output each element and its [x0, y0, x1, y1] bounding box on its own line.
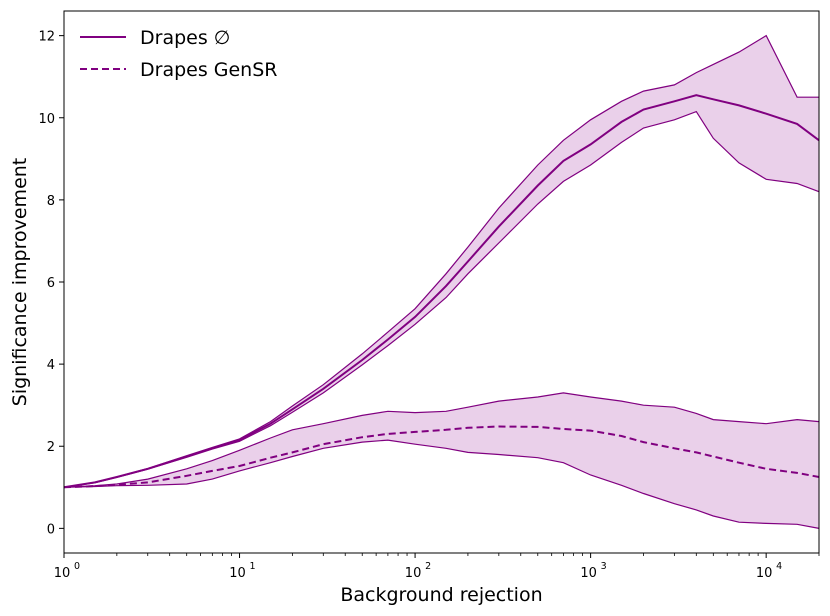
x-axis-label: Background rejection — [340, 584, 542, 606]
band-upper-drapes-gensr — [63, 392, 820, 488]
uncertainty-bands — [64, 35, 819, 529]
x-tick-exponent: 3 — [601, 561, 607, 572]
y-tick-label: 0 — [47, 522, 55, 537]
x-tick-exponent: 2 — [425, 561, 431, 572]
x-tick-exponent: 0 — [74, 561, 80, 572]
series-lines — [63, 34, 820, 529]
legend-label-drapes-gensr: Drapes GenSR — [140, 59, 278, 81]
y-axis-label: Significance improvement — [9, 158, 31, 406]
band-drapes-gensr — [64, 392, 819, 529]
y-tick-label: 4 — [47, 358, 55, 373]
series-line-drapes-empty — [63, 94, 820, 489]
x-tick-label: 10 — [756, 566, 773, 581]
y-tick-label: 12 — [38, 30, 55, 45]
series-line-drapes-gensr — [63, 425, 820, 489]
y-tick-label: 6 — [47, 276, 55, 291]
x-tick-label: 10 — [405, 566, 422, 581]
x-tick-label: 10 — [580, 566, 597, 581]
y-tick-label: 2 — [47, 440, 55, 455]
x-tick-exponent: 4 — [776, 561, 782, 572]
x-axis-ticks: 10 0 10 1 10 2 10 3 10 4 — [54, 553, 820, 581]
y-tick-label: 8 — [47, 194, 55, 209]
x-tick-exponent: 1 — [250, 561, 256, 572]
x-tick-label: 10 — [54, 566, 71, 581]
legend-label-drapes-empty: Drapes ∅ — [140, 27, 230, 49]
y-axis-ticks: 0 2 4 6 8 10 12 — [38, 30, 64, 537]
band-lower-drapes-gensr — [63, 439, 820, 529]
band-drapes-empty — [64, 35, 819, 488]
legend: Drapes ∅ Drapes GenSR — [80, 27, 278, 81]
x-tick-label: 10 — [229, 566, 246, 581]
y-tick-label: 10 — [38, 112, 55, 127]
